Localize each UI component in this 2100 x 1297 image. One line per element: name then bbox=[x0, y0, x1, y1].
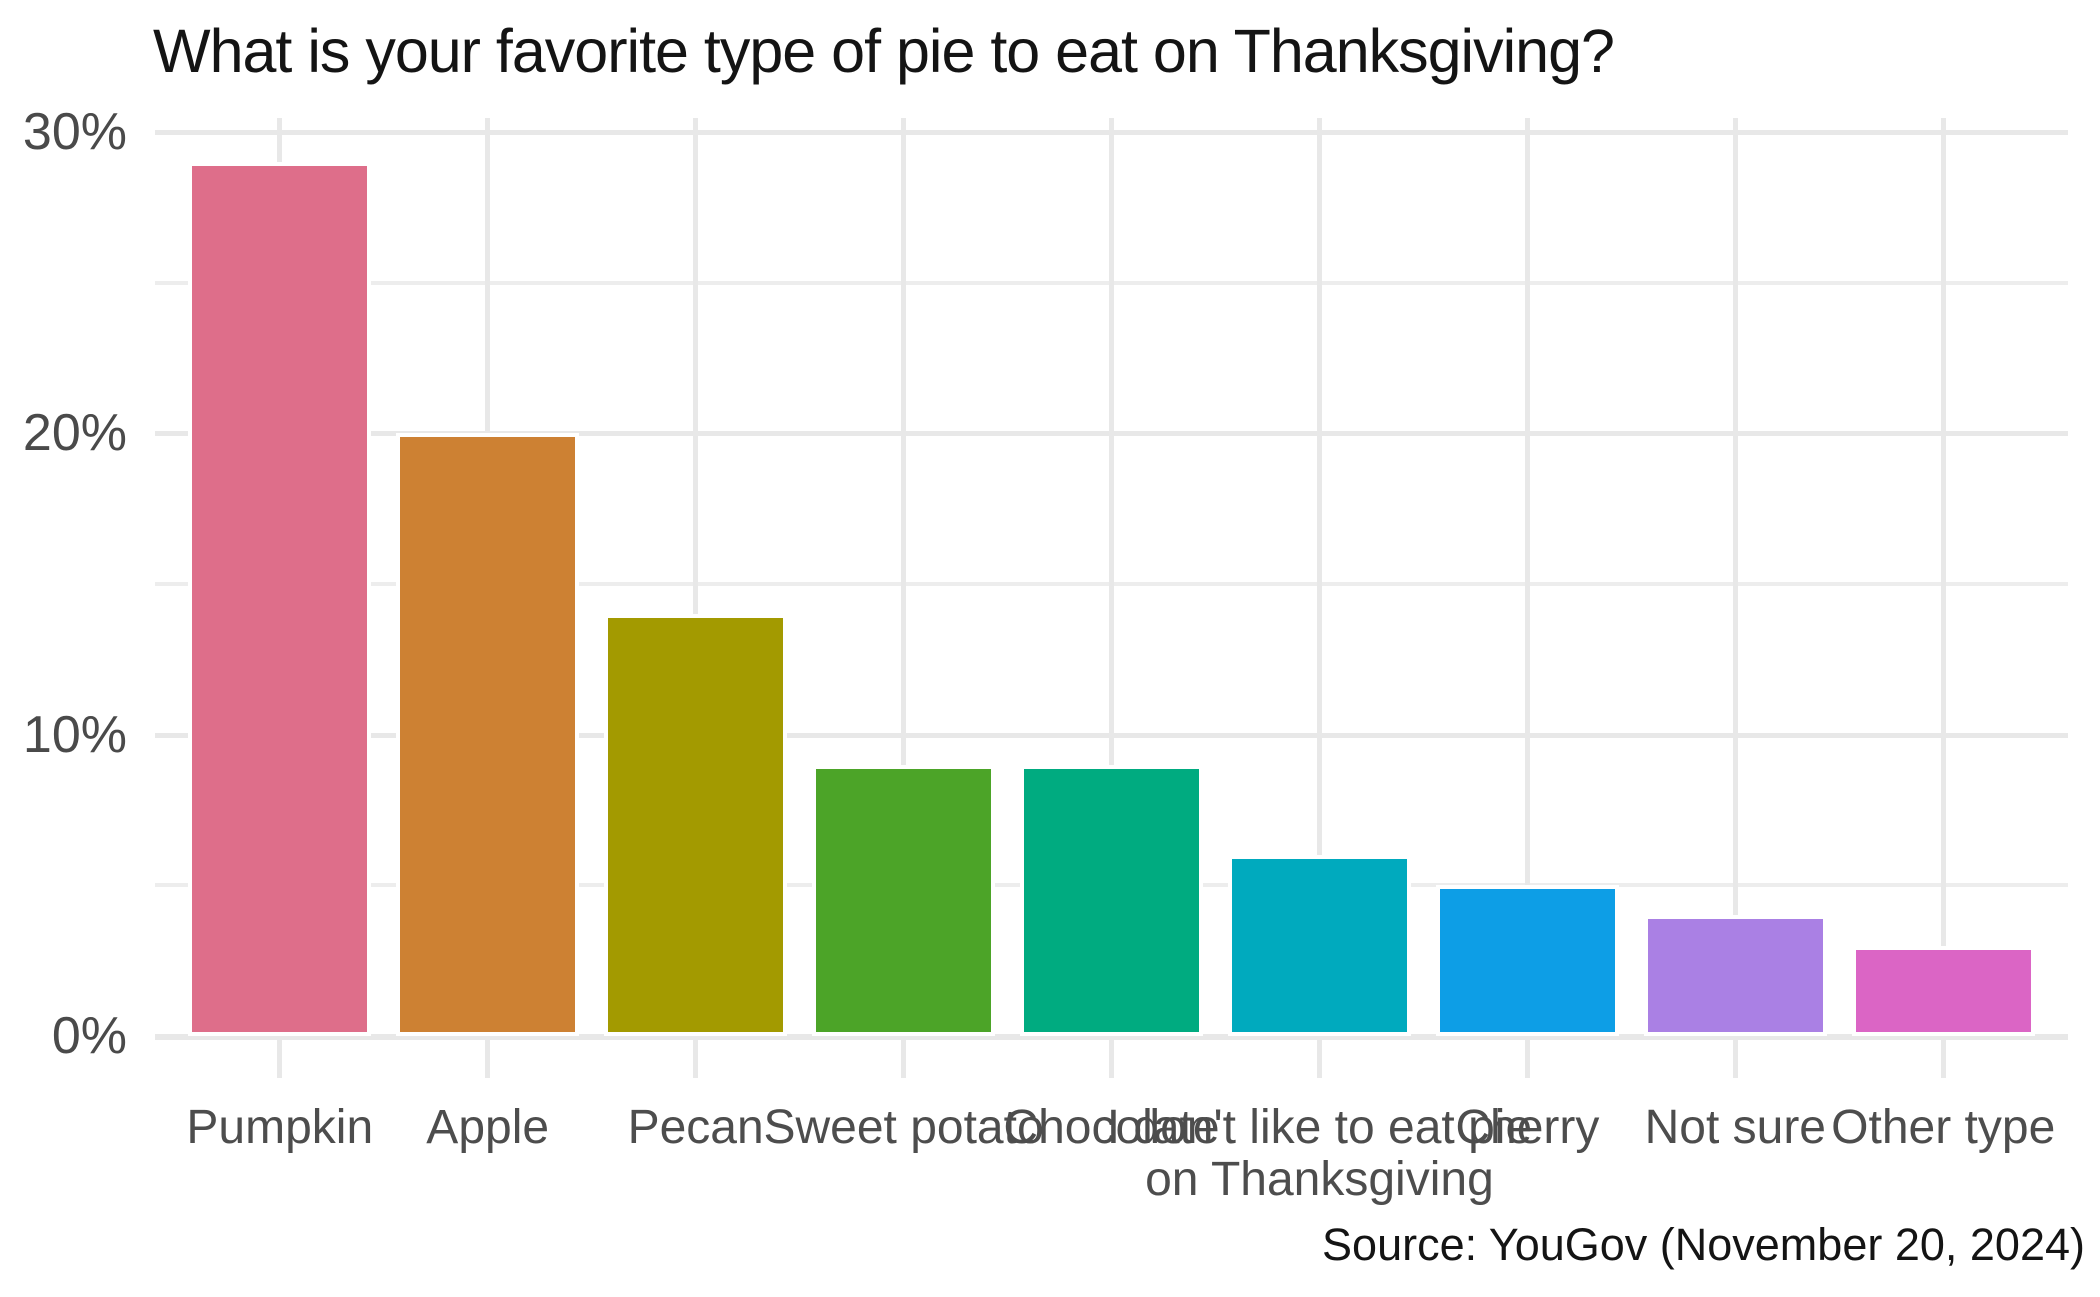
category-gridline-other-type bbox=[1940, 118, 1946, 1036]
x-axis-label-line: Sweet potato bbox=[763, 1101, 1044, 1154]
x-axis-label-chocolate: Chocolate bbox=[762, 1102, 1462, 1154]
category-gridline-not-sure bbox=[1732, 118, 1738, 1036]
bar-not-sure bbox=[1643, 915, 1827, 1036]
bar-pumpkin bbox=[188, 162, 372, 1036]
source-caption: Source: YouGov (November 20, 2024) bbox=[1322, 1219, 2085, 1270]
y-gridline-major-0 bbox=[155, 1034, 2068, 1040]
x-axis-label-line: Apple bbox=[426, 1101, 550, 1154]
x-axis-label-line: Pumpkin bbox=[186, 1101, 374, 1154]
x-axis-tick-apple bbox=[485, 1040, 491, 1078]
y-axis-label-20: 20% bbox=[22, 404, 127, 463]
x-axis-label-other-type: Other type bbox=[1593, 1102, 2100, 1154]
x-axis-label-cherry: Cherry bbox=[1177, 1102, 1877, 1154]
y-axis-label-10: 10% bbox=[22, 705, 127, 764]
bar-i-don-t-like-to-eat-pie-on-thanksgiving bbox=[1227, 855, 1411, 1036]
bar-cherry bbox=[1435, 885, 1619, 1036]
x-axis-tick-sweet-potato bbox=[901, 1040, 907, 1078]
x-axis-label-i-don-t-like-to-eat-pie-on-thanksgiving: I don't like to eat pie on Thanksgiving bbox=[969, 1102, 1669, 1206]
x-axis-label-line: Chocolate bbox=[1003, 1101, 1220, 1154]
bar-chocolate bbox=[1020, 764, 1203, 1036]
category-gridline-chocolate bbox=[1109, 118, 1114, 1036]
x-axis-tick-pumpkin bbox=[277, 1040, 283, 1078]
y-axis-label-0: 0% bbox=[51, 1007, 127, 1065]
x-axis-label-line: I don't like to eat pie bbox=[1106, 1101, 1533, 1154]
chart-title: What is your favorite type of pie to eat… bbox=[153, 17, 1615, 85]
x-axis-tick-cherry bbox=[1524, 1040, 1530, 1078]
x-axis-tick-pecan bbox=[693, 1040, 699, 1078]
x-axis-label-pumpkin: Pumpkin bbox=[0, 1102, 630, 1154]
category-gridline-sweet-potato bbox=[901, 118, 907, 1036]
category-gridline-cherry bbox=[1524, 118, 1530, 1036]
x-axis-label-line: Not sure bbox=[1644, 1101, 1826, 1154]
x-axis-tick-not-sure bbox=[1732, 1040, 1738, 1078]
bar-other-type bbox=[1851, 945, 2035, 1036]
x-axis-label-pecan: Pecan bbox=[346, 1102, 1046, 1154]
bar-sweet-potato bbox=[812, 764, 996, 1036]
x-axis-label-line: Pecan bbox=[627, 1101, 764, 1154]
bar-pecan bbox=[604, 614, 788, 1036]
x-axis-tick-chocolate bbox=[1109, 1040, 1114, 1078]
x-axis-label-line: on Thanksgiving bbox=[1145, 1153, 1494, 1206]
y-axis-label-30: 30% bbox=[22, 103, 127, 162]
x-axis-label-sweet-potato: Sweet potato bbox=[554, 1102, 1254, 1154]
category-gridline-i-don-t-like-to-eat-pie-on-thanksgiving bbox=[1316, 118, 1322, 1036]
x-axis-label-apple: Apple bbox=[138, 1102, 838, 1154]
x-axis-label-line: Other type bbox=[1831, 1101, 2056, 1154]
x-axis-tick-other-type bbox=[1940, 1040, 1946, 1078]
x-axis-label-line: Cherry bbox=[1455, 1101, 1600, 1154]
x-axis-tick-i-don-t-like-to-eat-pie-on-thanksgiving bbox=[1316, 1040, 1322, 1078]
bar-apple bbox=[396, 433, 580, 1036]
x-axis-label-not-sure: Not sure bbox=[1385, 1102, 2085, 1154]
category-gridline-pecan bbox=[693, 118, 699, 1036]
